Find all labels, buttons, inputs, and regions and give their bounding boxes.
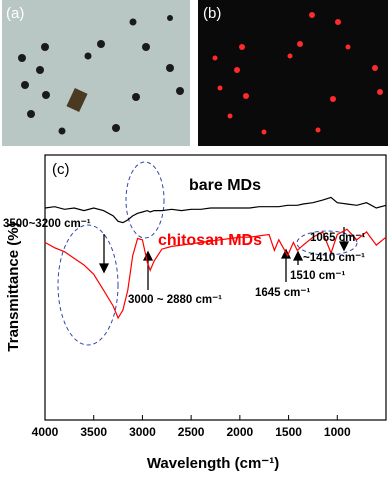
annotation: 1510 cm⁻¹ [290, 270, 345, 282]
series-label: bare MDs [189, 177, 261, 194]
panel-label: (a) [6, 5, 24, 22]
annotation: 3500~3200 cm⁻¹ [3, 218, 91, 230]
spectrum-line [44, 196, 387, 224]
photo-b [198, 0, 388, 146]
x-tick-label: 1500 [275, 425, 302, 439]
x-tick-label: 2500 [178, 425, 205, 439]
panel-label: (c) [52, 161, 70, 178]
photo-a [2, 0, 190, 146]
x-axis-label: Wavelength (cm⁻¹) [147, 455, 279, 472]
x-tick-label: 3000 [129, 425, 156, 439]
x-tick-label: 3500 [80, 425, 107, 439]
x-tick-label: 4000 [32, 425, 59, 439]
spectrum-line [44, 228, 387, 320]
annotation: 1065 cm⁻¹ [310, 232, 365, 244]
x-tick-label: 2000 [227, 425, 254, 439]
highlight-ellipses [57, 161, 358, 346]
annotation: ~1410 cm⁻¹ [303, 252, 365, 264]
plot-frame [44, 154, 387, 421]
y-axis-label: Transmittance (%) [5, 222, 22, 351]
panel-label: (b) [203, 5, 221, 22]
annotation: 3000 ~ 2880 cm⁻¹ [128, 294, 222, 306]
annotation: 1645 cm⁻¹ [255, 287, 310, 299]
series-label: chitosan MDs [158, 232, 262, 249]
x-tick-label: 1000 [324, 425, 351, 439]
